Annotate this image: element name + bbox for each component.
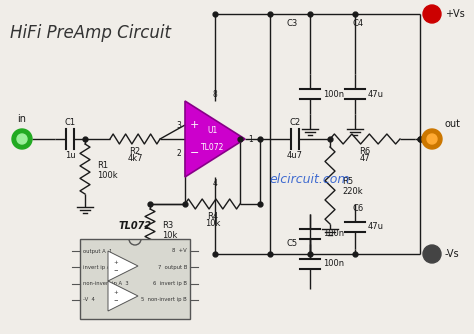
Text: −: − [113,268,118,273]
Text: R5: R5 [342,177,353,186]
Text: output A  1: output A 1 [83,248,112,254]
Text: 100k: 100k [97,170,118,179]
Text: 100n: 100n [323,90,344,99]
Text: 4k7: 4k7 [127,154,143,163]
Circle shape [427,134,437,144]
Text: C5: C5 [287,239,298,248]
Circle shape [423,5,441,23]
Text: HiFi PreAmp Circuit: HiFi PreAmp Circuit [10,24,171,42]
Text: -V  4: -V 4 [83,297,95,302]
Text: R2: R2 [129,147,141,156]
Text: TL072: TL072 [118,221,152,231]
Text: 220k: 220k [342,187,363,196]
Text: +: + [113,290,118,295]
Text: 6  invert ip B: 6 invert ip B [153,281,187,286]
Text: +Vs: +Vs [445,9,465,19]
FancyBboxPatch shape [80,239,190,319]
Text: 100n: 100n [323,229,344,238]
Text: 4: 4 [212,179,218,188]
Text: 8: 8 [213,90,218,99]
Circle shape [422,129,442,149]
Text: 4u7: 4u7 [287,151,303,160]
Circle shape [12,129,32,149]
Text: C3: C3 [287,19,298,28]
Text: C1: C1 [64,118,75,127]
Text: R4: R4 [207,212,218,221]
Text: 10k: 10k [162,230,177,239]
Text: +: + [113,260,118,265]
Text: 47: 47 [360,154,370,163]
Text: 2: 2 [176,149,181,158]
Text: C2: C2 [290,118,301,127]
Text: 3: 3 [176,121,181,130]
Polygon shape [108,281,138,311]
Text: 100n: 100n [323,260,344,269]
Text: 8  +V: 8 +V [172,248,187,254]
Text: invert ip A  2: invert ip A 2 [83,265,117,270]
Text: elcircuit.com: elcircuit.com [270,172,350,185]
Text: 5  non-invert ip B: 5 non-invert ip B [141,297,187,302]
Text: TL072: TL072 [201,143,225,152]
Text: U1: U1 [208,126,218,135]
Text: out: out [445,119,461,129]
Polygon shape [185,101,245,177]
Polygon shape [108,251,138,281]
Text: R3: R3 [162,220,173,229]
Text: in: in [18,114,27,124]
Text: C4: C4 [353,19,364,28]
Text: +: + [190,120,200,130]
Text: 47u: 47u [368,222,384,231]
Text: 47u: 47u [368,90,384,99]
Text: 7  output B: 7 output B [158,265,187,270]
Text: 1: 1 [248,135,253,144]
Text: −: − [113,298,118,303]
Text: R6: R6 [359,147,371,156]
Text: −: − [190,148,200,158]
Text: 1u: 1u [64,151,75,160]
Circle shape [423,245,441,263]
Text: non-invert ip A  3: non-invert ip A 3 [83,281,128,286]
Text: R1: R1 [97,161,108,169]
Text: C6: C6 [353,204,364,213]
Text: -Vs: -Vs [445,249,460,259]
Text: 10k: 10k [205,219,220,228]
Circle shape [17,134,27,144]
